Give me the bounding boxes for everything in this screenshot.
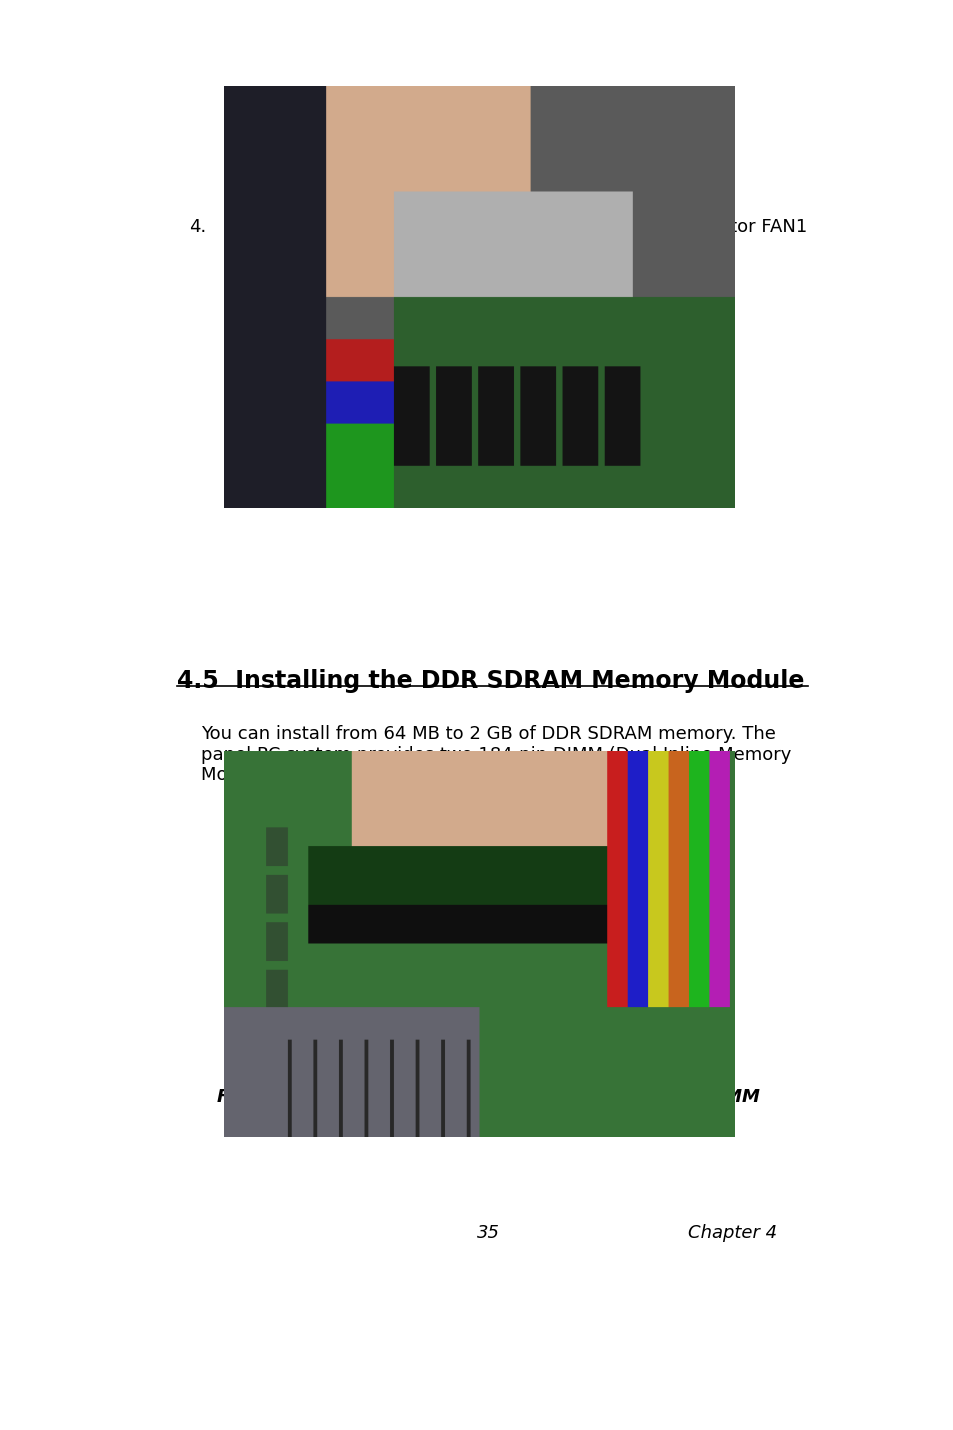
- Text: Figure 4.10: Placing the memory module in the DIMM: Figure 4.10: Placing the memory module i…: [217, 1088, 760, 1105]
- Text: Chapter 4: Chapter 4: [687, 1224, 777, 1241]
- Text: 35: 35: [476, 1224, 500, 1241]
- Text: Detach.the CPU’s fan power cable to the connector FAN1: Detach.the CPU’s fan power cable to the …: [293, 217, 806, 236]
- Text: You can install from 64 MB to 2 GB of DDR SDRAM memory. The: You can install from 64 MB to 2 GB of DD…: [200, 725, 775, 744]
- Text: panel PC system provides two 184-pin DIMM (Dual Inline Memory: panel PC system provides two 184-pin DIM…: [200, 746, 790, 764]
- Text: 4.5  Installing the DDR SDRAM Memory Module: 4.5 Installing the DDR SDRAM Memory Modu…: [176, 669, 803, 694]
- Text: 4.: 4.: [189, 217, 206, 236]
- Text: Module) socket and supports 2.5 V DDR SDRAM.: Module) socket and supports 2.5 V DDR SD…: [200, 766, 636, 784]
